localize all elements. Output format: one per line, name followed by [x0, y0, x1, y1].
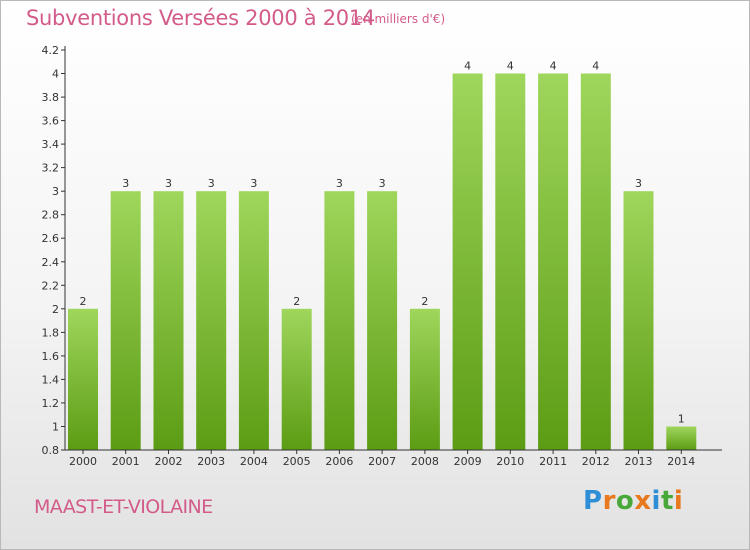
- x-tick-label-2001: 2001: [112, 455, 140, 468]
- data-label-2007: 3: [379, 177, 386, 190]
- axes-group: 2000 2001 2002 2003 2004 2005 2006 2007 2008 2009…: [42, 44, 722, 468]
- y-tick-label: 1.2: [42, 397, 60, 410]
- x-tick-label-2007: 2007: [368, 455, 396, 468]
- bar-2009: [452, 73, 483, 450]
- data-label-2005: 2: [293, 295, 300, 308]
- bar-2014: [666, 426, 697, 450]
- y-tick-label: 2.8: [42, 209, 60, 222]
- data-label-2014: 1: [678, 413, 685, 426]
- data-label-2013: 3: [635, 177, 642, 190]
- x-tick-label-2013: 2013: [625, 455, 653, 468]
- logo-letter: o: [615, 486, 635, 516]
- data-label-2001: 3: [122, 177, 129, 190]
- x-tick-label-2002: 2002: [155, 455, 183, 468]
- logo-letter: P: [583, 486, 603, 516]
- y-tick-label: 3.2: [42, 162, 60, 175]
- logo-letter: i: [651, 486, 661, 516]
- x-tick-label-2000: 2000: [69, 455, 97, 468]
- data-label-2004: 3: [250, 177, 257, 190]
- bar-2004: [238, 191, 269, 450]
- x-tick-label-2006: 2006: [325, 455, 353, 468]
- data-label-2012: 4: [592, 60, 599, 73]
- chart-title: Subventions Versées 2000 à 2014: [26, 6, 375, 30]
- bar-2003: [196, 191, 227, 450]
- y-tick-label: 2.4: [42, 256, 60, 269]
- y-tick-label: 3.8: [42, 91, 60, 104]
- x-tick-label-2010: 2010: [496, 455, 524, 468]
- y-tick-label: 3: [52, 185, 59, 198]
- data-label-2006: 3: [336, 177, 343, 190]
- logo-letter: x: [634, 486, 652, 516]
- data-label-2010: 4: [507, 60, 514, 73]
- y-tick-label: 3.4: [42, 138, 60, 151]
- bar-2006: [324, 191, 355, 450]
- y-tick-label: 4: [52, 68, 59, 81]
- bar-2002: [153, 191, 184, 450]
- y-tick-label: 1: [52, 421, 59, 434]
- logo-letter: i: [673, 486, 684, 516]
- y-tick-label: 2: [52, 303, 59, 316]
- bar-2007: [367, 191, 398, 450]
- bar-2008: [409, 308, 440, 450]
- bar-2000: [68, 308, 98, 450]
- bar-2012: [580, 73, 611, 450]
- y-tick-label: 1.6: [42, 350, 60, 363]
- y-tick-label: 3.6: [42, 115, 60, 128]
- x-tick-label-2011: 2011: [539, 455, 567, 468]
- data-label-2002: 3: [165, 177, 172, 190]
- bar-2011: [538, 73, 569, 450]
- bars-group: 2 3 3 3 3 2 3 3 2 4 4 4 4 3 1: [68, 60, 697, 450]
- chart-unit: (en milliers d'€): [351, 12, 446, 26]
- y-tick-label: 4.2: [42, 44, 60, 57]
- x-tick-label-2014: 2014: [667, 455, 695, 468]
- data-label-2011: 4: [550, 60, 557, 73]
- logo-letter: t: [660, 486, 674, 516]
- data-label-2003: 3: [208, 177, 215, 190]
- y-tick-label: 1.4: [42, 373, 60, 386]
- x-tick-label-2012: 2012: [582, 455, 610, 468]
- y-tick-label: 1.8: [42, 326, 60, 339]
- data-label-2008: 2: [421, 295, 428, 308]
- y-tick-label: 0.8: [42, 444, 60, 457]
- logo-letter: r: [602, 486, 616, 516]
- commune-name: MAAST-ET-VIOLAINE: [34, 496, 213, 518]
- bar-2013: [623, 191, 654, 450]
- bar-2001: [110, 191, 141, 450]
- bar-2005: [281, 308, 312, 450]
- x-tick-label-2003: 2003: [197, 455, 225, 468]
- bar-2010: [495, 73, 526, 450]
- y-tick-label: 2.2: [42, 279, 60, 292]
- y-tick-label: 2.6: [42, 232, 60, 245]
- x-tick-label-2005: 2005: [283, 455, 311, 468]
- x-tick-label-2004: 2004: [240, 455, 268, 468]
- x-tick-label-2009: 2009: [454, 455, 482, 468]
- data-label-2000: 2: [80, 295, 87, 308]
- x-tick-label-2008: 2008: [411, 455, 439, 468]
- proxiti-logo: Proxiti: [583, 486, 683, 516]
- data-label-2009: 4: [464, 60, 471, 73]
